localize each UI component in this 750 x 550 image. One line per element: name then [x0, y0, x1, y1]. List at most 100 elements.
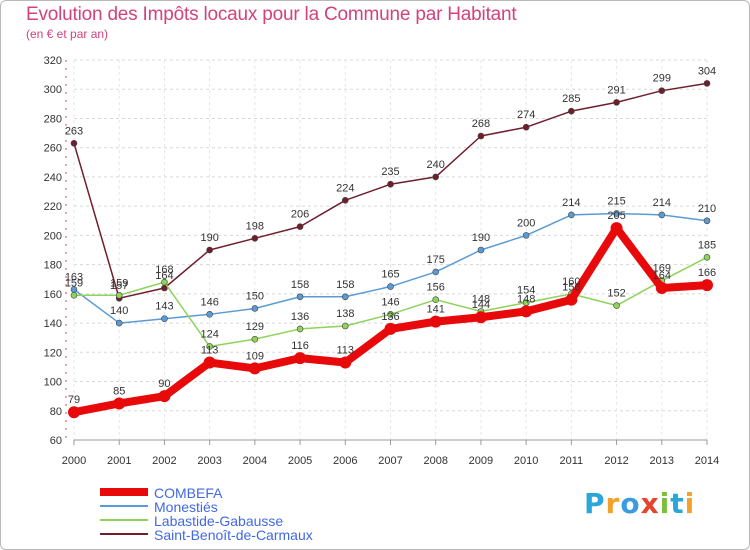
data-point: [432, 268, 440, 276]
data-label: 200: [517, 217, 535, 229]
data-point: [296, 223, 304, 230]
data-label: 268: [472, 118, 490, 130]
data-point: [703, 217, 711, 225]
series-lines: [68, 80, 713, 419]
data-point: [387, 283, 394, 290]
data-point: [568, 107, 575, 115]
data-label: 158: [336, 279, 354, 291]
y-tick-label: 160: [44, 289, 62, 301]
data-point: [251, 335, 259, 343]
data-label: 185: [698, 239, 716, 251]
data-label: 169: [653, 263, 671, 275]
x-tick-label: 2012: [604, 455, 628, 467]
data-point: [432, 173, 440, 181]
data-label: 285: [562, 93, 580, 105]
x-tick-label: 2008: [423, 455, 447, 467]
data-label: 141: [427, 304, 445, 316]
data-point: [251, 305, 259, 312]
data-point: [294, 352, 307, 365]
legend-swatch: [100, 488, 148, 496]
data-label: 138: [336, 308, 354, 320]
x-tick-label: 2000: [62, 455, 86, 467]
data-label: 198: [246, 220, 264, 232]
chart-subtitle: (en € et par an): [26, 27, 109, 41]
x-tick-label: 2007: [378, 455, 402, 467]
data-label: 214: [562, 197, 580, 209]
proxiti-logo: Proxiti: [584, 487, 695, 520]
data-label: 150: [246, 290, 264, 302]
legend-label: COMBEFA: [154, 485, 223, 501]
data-point: [206, 343, 213, 350]
data-point: [203, 356, 216, 369]
y-tick-label: 240: [44, 172, 62, 184]
data-point: [161, 278, 168, 286]
data-label: 90: [158, 378, 170, 390]
data-label: 224: [336, 182, 354, 194]
data-point: [613, 99, 620, 106]
data-label: 148: [472, 293, 490, 305]
logo-letter: i: [659, 487, 671, 520]
x-tick-label: 2002: [152, 455, 176, 467]
data-point: [70, 292, 78, 299]
data-label: 206: [291, 209, 309, 221]
logo-letter: o: [620, 487, 641, 520]
chart-title: Evolution des Impôts locaux pour la Comm…: [26, 4, 517, 25]
x-tick-label: 2009: [469, 455, 493, 467]
data-label: 85: [113, 385, 125, 397]
y-tick-label: 180: [44, 260, 62, 272]
data-point: [658, 211, 666, 219]
data-label: 240: [427, 159, 445, 171]
data-point: [429, 315, 442, 328]
logo-letter: P: [584, 487, 606, 520]
data-point: [568, 211, 575, 219]
data-point: [251, 235, 259, 242]
legend-label: Saint-Benoît-de-Carmaux: [154, 527, 313, 543]
x-tick-label: 2010: [514, 455, 538, 467]
data-label: 299: [653, 73, 671, 85]
data-point: [384, 322, 397, 335]
data-label: 129: [246, 321, 264, 333]
data-label: 109: [246, 350, 264, 362]
y-tick-label: 140: [44, 318, 62, 330]
data-label: 263: [65, 125, 83, 137]
data-label: 136: [291, 311, 309, 323]
data-label: 148: [517, 293, 535, 305]
logo-letter: r: [605, 487, 621, 520]
y-tick-label: 260: [44, 143, 62, 155]
y-tick-label: 100: [44, 377, 62, 389]
x-tick-label: 2006: [333, 455, 357, 467]
data-point: [610, 222, 623, 235]
data-label: 210: [698, 203, 716, 215]
data-label: 136: [381, 311, 399, 323]
data-label: 113: [337, 345, 355, 357]
data-label: 157: [110, 280, 128, 292]
legend-label: Labastide-Gabausse: [154, 513, 284, 529]
data-label: 154: [517, 285, 535, 297]
data-point: [206, 311, 213, 318]
data-point: [68, 406, 80, 419]
data-label: 205: [607, 210, 625, 222]
data-label: 165: [381, 269, 399, 281]
y-tick-label: 200: [44, 230, 62, 242]
y-tick-label: 300: [44, 84, 62, 96]
logo-letter: i: [684, 487, 696, 520]
data-label: 79: [68, 394, 80, 406]
y-tick-label: 80: [50, 406, 62, 418]
data-label: 156: [427, 282, 445, 294]
legend-label: Monestiés: [154, 499, 218, 515]
x-tick-label: 2014: [695, 455, 719, 467]
data-point: [520, 305, 533, 318]
x-tick-label: 2011: [560, 455, 584, 467]
data-point: [161, 315, 168, 322]
y-tick-label: 60: [50, 435, 62, 447]
data-label: 190: [472, 232, 490, 244]
logo-letter: x: [640, 487, 660, 520]
legend-swatch: [100, 519, 148, 521]
data-label: 160: [562, 276, 580, 288]
y-tick-label: 220: [44, 201, 62, 213]
data-point: [115, 319, 123, 327]
data-point: [613, 210, 620, 217]
legend-swatch: [100, 505, 148, 507]
